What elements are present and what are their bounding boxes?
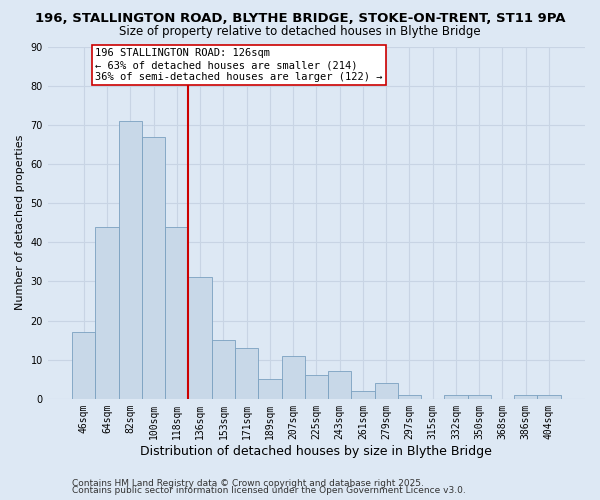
Text: Contains HM Land Registry data © Crown copyright and database right 2025.: Contains HM Land Registry data © Crown c… [72,478,424,488]
Bar [281,356,305,399]
Bar [351,391,374,399]
Bar [305,376,328,399]
Bar [258,380,281,399]
Bar [95,226,119,399]
Bar [398,395,421,399]
X-axis label: Distribution of detached houses by size in Blythe Bridge: Distribution of detached houses by size … [140,444,493,458]
Text: Size of property relative to detached houses in Blythe Bridge: Size of property relative to detached ho… [119,25,481,38]
Text: 196, STALLINGTON ROAD, BLYTHE BRIDGE, STOKE-ON-TRENT, ST11 9PA: 196, STALLINGTON ROAD, BLYTHE BRIDGE, ST… [35,12,565,26]
Bar [328,372,351,399]
Bar [119,121,142,399]
Bar [467,395,491,399]
Bar [374,383,398,399]
Bar [142,136,165,399]
Bar [538,395,560,399]
Bar [514,395,538,399]
Y-axis label: Number of detached properties: Number of detached properties [15,135,25,310]
Bar [165,226,188,399]
Text: 196 STALLINGTON ROAD: 126sqm
← 63% of detached houses are smaller (214)
36% of s: 196 STALLINGTON ROAD: 126sqm ← 63% of de… [95,48,383,82]
Bar [212,340,235,399]
Bar [235,348,258,399]
Bar [72,332,95,399]
Text: Contains public sector information licensed under the Open Government Licence v3: Contains public sector information licen… [72,486,466,495]
Bar [445,395,467,399]
Bar [188,278,212,399]
